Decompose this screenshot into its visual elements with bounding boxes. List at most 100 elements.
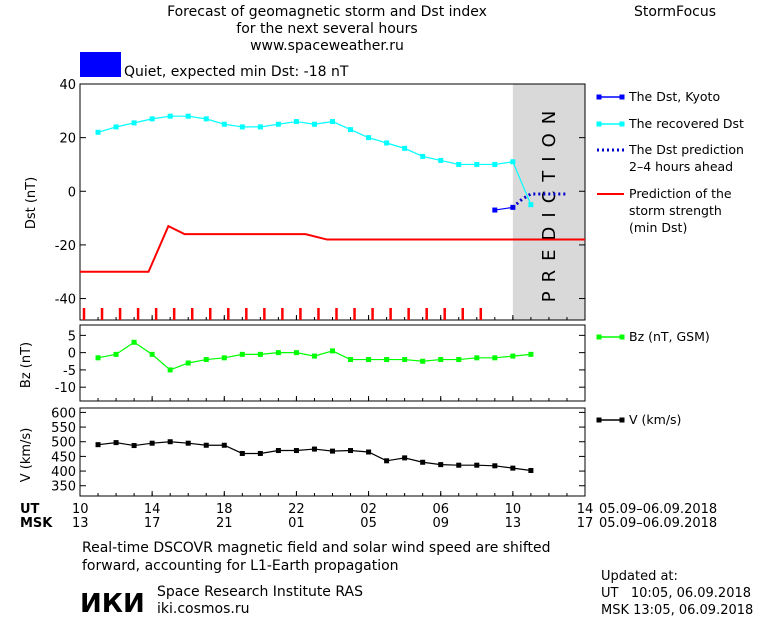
data-point (474, 355, 480, 361)
data-point (456, 161, 462, 167)
data-point (311, 353, 317, 359)
ut-tick-label: 22 (288, 502, 305, 517)
data-point (420, 153, 426, 159)
footer-note-line1: Real-time DSCOVR magnetic field and sola… (82, 540, 551, 556)
data-point (185, 113, 191, 119)
y-tick-label: 0 (68, 185, 76, 200)
data-point (438, 357, 444, 363)
data-point (330, 348, 335, 354)
msk-tick-label: 09 (432, 516, 449, 531)
data-point (456, 357, 462, 363)
data-point (131, 443, 137, 449)
updated-ut: UT 10:05, 06.09.2018 (601, 586, 751, 601)
data-point (402, 455, 408, 461)
updated-label: Updated at: (601, 569, 678, 584)
data-point (221, 355, 227, 361)
figure-url: www.spaceweather.ru (250, 38, 404, 54)
institute-name: Space Research Institute RAS (157, 584, 363, 600)
data-point (275, 448, 281, 454)
data-point (203, 116, 209, 122)
data-point (420, 358, 426, 364)
iki-logo: ИКИ (80, 589, 145, 619)
data-point (239, 450, 245, 456)
msk-date-range: 05.09–06.09.2018 (599, 516, 717, 531)
data-point (510, 353, 516, 359)
y-tick-label: 40 (59, 78, 76, 93)
dst-axis-label: Dst (nT) (24, 177, 39, 229)
v-axis-label: V (km/s) (19, 428, 34, 483)
data-point (221, 442, 227, 448)
legend-marker (596, 94, 602, 100)
data-point (366, 357, 372, 363)
data-point (275, 121, 281, 127)
legend-label: Bz (nT, GSM) (629, 329, 710, 344)
ut-tick-label: 02 (360, 502, 377, 517)
data-point (311, 446, 317, 452)
prediction-label: PREDICTION (539, 102, 560, 302)
legend-marker (619, 121, 625, 127)
data-point (438, 157, 444, 163)
data-point (293, 350, 299, 356)
data-point (420, 459, 426, 465)
msk-axis-label: MSK (20, 516, 53, 531)
y-tick-label: -10 (55, 381, 76, 396)
data-point (438, 462, 444, 468)
legend-marker (596, 121, 602, 127)
brand-name: StormFocus (634, 4, 716, 20)
legend-label: (min Dst) (629, 220, 687, 235)
ut-axis-label: UT (20, 502, 40, 517)
data-point (348, 357, 354, 363)
data-point (293, 119, 299, 125)
data-point (492, 463, 498, 469)
data-point (113, 351, 119, 357)
data-point (185, 440, 191, 446)
status-text: Quiet, expected min Dst: -18 nT (124, 64, 349, 80)
series-line (97, 115, 532, 205)
data-point (384, 357, 390, 363)
prediction-band (512, 84, 585, 320)
legend-marker (619, 94, 625, 100)
data-point (366, 135, 372, 141)
figure-title-line1: Forecast of geomagnetic storm and Dst in… (167, 4, 487, 20)
data-point (528, 202, 534, 208)
data-point (474, 161, 480, 167)
y-tick-label: -5 (63, 364, 76, 379)
legend-label: The recovered Dst (628, 116, 744, 131)
legend-marker (596, 334, 602, 340)
ut-tick-label: 18 (216, 502, 233, 517)
footer-note-line2: forward, accounting for L1-Earth propaga… (82, 558, 399, 574)
y-tick-label: 550 (51, 421, 76, 436)
data-point (203, 442, 209, 448)
data-point (113, 440, 119, 446)
data-point (275, 350, 281, 356)
data-point (402, 357, 408, 363)
y-tick-label: 0 (68, 347, 76, 362)
data-point (239, 124, 245, 130)
legend-marker (619, 334, 625, 340)
data-point (330, 448, 335, 454)
y-tick-label: -40 (55, 293, 76, 308)
y-tick-label: 500 (51, 436, 76, 451)
ut-tick-label: 14 (144, 502, 161, 517)
legend-label: The Dst prediction (628, 142, 744, 157)
data-point (492, 207, 498, 213)
data-point (203, 357, 209, 363)
series-line (494, 206, 513, 211)
data-point (257, 351, 263, 357)
msk-tick-label: 21 (216, 516, 233, 531)
data-point (95, 442, 101, 448)
y-tick-label: 600 (51, 406, 76, 421)
data-point (384, 458, 390, 464)
msk-tick-label: 13 (505, 516, 522, 531)
data-point (95, 355, 101, 361)
legend: The Dst, Kyoto The recovered Dst The Dst p… (596, 89, 744, 427)
legend-marker (619, 417, 625, 423)
y-tick-label: 350 (51, 480, 76, 495)
data-point (131, 120, 137, 126)
data-point (348, 127, 354, 133)
data-point (167, 439, 173, 445)
data-point (510, 159, 516, 165)
data-point (348, 448, 354, 454)
